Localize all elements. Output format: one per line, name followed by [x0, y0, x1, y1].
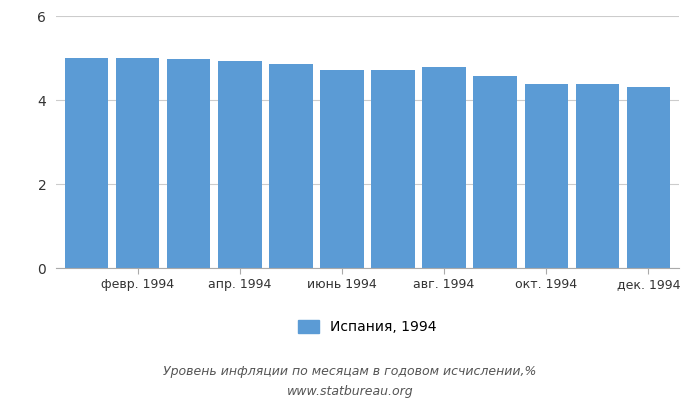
Bar	[422, 67, 466, 268]
Text: Уровень инфляции по месяцам в годовом исчислении,%: Уровень инфляции по месяцам в годовом ис…	[163, 366, 537, 378]
Bar	[524, 84, 568, 268]
Legend: Испания, 1994: Испания, 1994	[298, 320, 437, 334]
Bar	[321, 70, 364, 268]
Text: www.statbureau.org: www.statbureau.org	[287, 386, 413, 398]
Bar	[167, 59, 211, 268]
Bar	[626, 86, 670, 268]
Bar	[65, 58, 108, 268]
Bar	[116, 58, 160, 268]
Bar	[575, 84, 619, 268]
Bar	[218, 61, 262, 268]
Bar	[371, 70, 414, 268]
Bar	[473, 76, 517, 268]
Bar	[270, 64, 313, 268]
